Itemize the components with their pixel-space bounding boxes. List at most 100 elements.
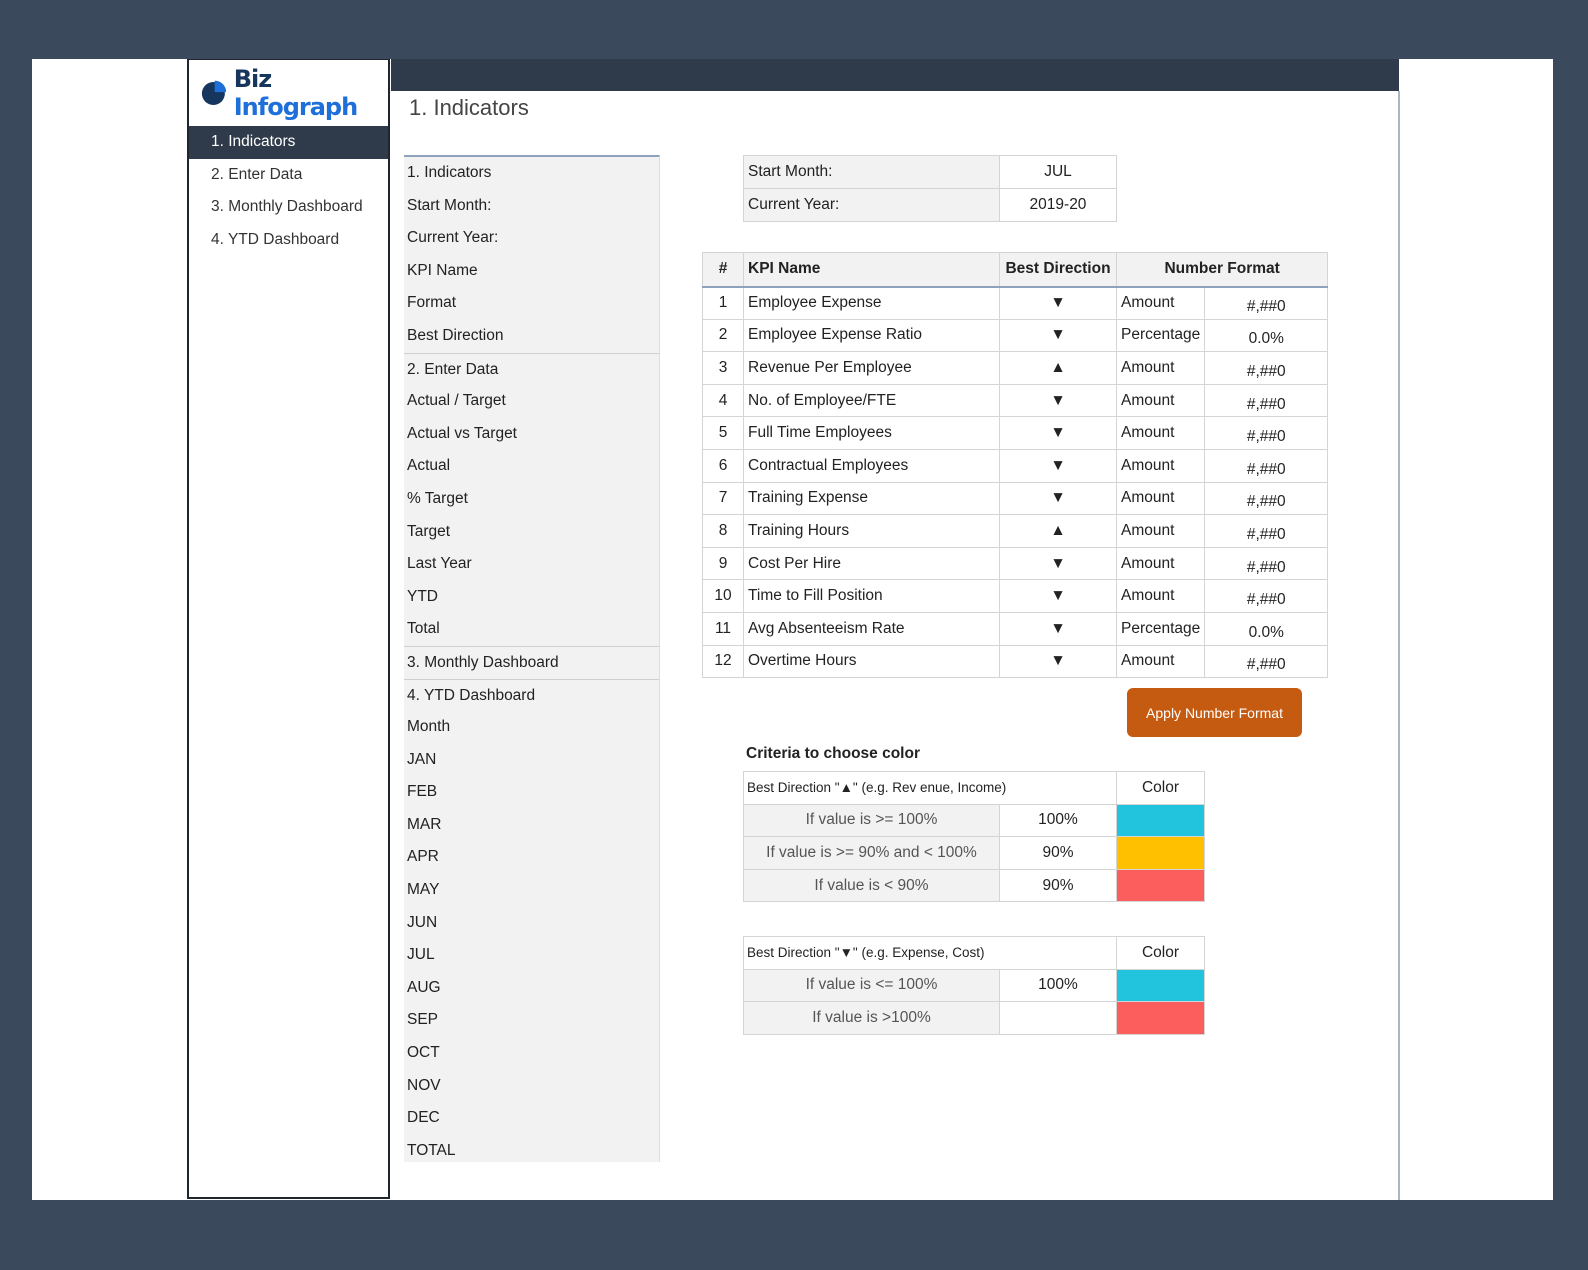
kpi-format-code: #,##0 — [1204, 448, 1329, 483]
sidebar: Biz Infograph 1. Indicators 2. Enter Dat… — [187, 59, 390, 1199]
kpi-direction[interactable]: ▼ — [999, 318, 1117, 353]
list-item: Last Year — [407, 555, 472, 573]
list-item: DEC — [407, 1109, 440, 1127]
criteria-up-table: Best Direction "▲" (e.g. Rev enue, Incom… — [743, 771, 1205, 903]
start-month-label: Start Month: — [743, 155, 1000, 189]
table-row: If value is >= 100% 100% — [743, 803, 1205, 838]
start-month-value[interactable]: JUL — [999, 155, 1117, 189]
kpi-format[interactable]: Amount — [1115, 579, 1206, 613]
kpi-format[interactable]: Amount — [1115, 514, 1206, 548]
kpi-num: 6 — [702, 448, 744, 483]
kpi-direction[interactable]: ▼ — [999, 383, 1117, 418]
list-item: 4. YTD Dashboard — [404, 678, 659, 712]
kpi-direction[interactable]: ▲ — [999, 351, 1117, 385]
list-item: NOV — [407, 1076, 441, 1094]
kpi-format-code: 0.0% — [1204, 611, 1329, 646]
criteria-value[interactable] — [999, 1001, 1117, 1035]
kpi-format[interactable]: Amount — [1115, 644, 1206, 679]
current-year-value[interactable]: 2019-20 — [999, 188, 1117, 222]
criteria-down-header: Best Direction "▼" (e.g. Expense, Cost) — [743, 936, 1117, 970]
nav-item-monthly-dashboard[interactable]: 3. Monthly Dashboard — [211, 198, 363, 215]
kpi-format[interactable]: Amount — [1115, 448, 1206, 483]
kpi-name[interactable]: Overtime Hours — [743, 644, 1000, 679]
nav-item-indicators[interactable]: 1. Indicators — [189, 126, 388, 159]
list-item: SEP — [407, 1011, 439, 1029]
list-item: Format — [407, 294, 457, 312]
kpi-name[interactable]: Revenue Per Employee — [743, 351, 1000, 385]
kpi-direction[interactable]: ▼ — [999, 416, 1117, 450]
color-swatch[interactable] — [1116, 1001, 1205, 1035]
kpi-table: # KPI Name Best Direction Number Format … — [702, 252, 1329, 679]
kpi-format[interactable]: Amount — [1115, 481, 1206, 516]
table-row: 10 Time to Fill Position ▼ Amount #,##0 — [702, 579, 1329, 613]
criteria-value[interactable]: 90% — [999, 836, 1117, 870]
kpi-direction[interactable]: ▼ — [999, 611, 1117, 646]
kpi-num: 4 — [702, 383, 744, 418]
kpi-num: 10 — [702, 579, 744, 613]
list-item: AUG — [407, 978, 441, 996]
kpi-format[interactable]: Amount — [1115, 546, 1206, 581]
criteria-title: Criteria to choose color — [746, 745, 920, 762]
kpi-name[interactable]: Contractual Employees — [743, 448, 1000, 483]
kpi-direction[interactable]: ▼ — [999, 644, 1117, 679]
kpi-direction[interactable]: ▼ — [999, 481, 1117, 516]
kpi-format[interactable]: Percentage — [1115, 318, 1206, 353]
kpi-format-code: 0.0% — [1204, 318, 1329, 353]
kpi-format[interactable]: Amount — [1115, 416, 1206, 450]
kpi-name[interactable]: Cost Per Hire — [743, 546, 1000, 581]
list-item: OCT — [407, 1044, 440, 1062]
kpi-num: 1 — [702, 286, 744, 320]
criteria-up-header: Best Direction "▲" (e.g. Rev enue, Incom… — [743, 771, 1117, 805]
criteria-value[interactable]: 90% — [999, 868, 1117, 903]
table-row: 4 No. of Employee/FTE ▼ Amount #,##0 — [702, 383, 1329, 418]
color-swatch[interactable] — [1116, 803, 1205, 838]
table-row: 6 Contractual Employees ▼ Amount #,##0 — [702, 448, 1329, 483]
list-item: Target — [407, 522, 451, 540]
kpi-format[interactable]: Percentage — [1115, 611, 1206, 646]
criteria-value[interactable]: 100% — [999, 803, 1117, 838]
kpi-name[interactable]: Avg Absenteeism Rate — [743, 611, 1000, 646]
color-swatch[interactable] — [1116, 868, 1205, 903]
apply-number-format-button[interactable]: Apply Number Format — [1127, 688, 1302, 737]
list-item: JUL — [407, 946, 435, 964]
table-row: If value is >= 90% and < 100% 90% — [743, 836, 1205, 870]
color-swatch[interactable] — [1116, 968, 1205, 1003]
kpi-name[interactable]: Time to Fill Position — [743, 579, 1000, 613]
list-item: JAN — [407, 750, 437, 768]
list-item: TOTAL — [407, 1141, 456, 1159]
kpi-name[interactable]: Full Time Employees — [743, 416, 1000, 450]
table-row: If value is < 90% 90% — [743, 868, 1205, 903]
kpi-name[interactable]: Training Expense — [743, 481, 1000, 516]
kpi-num: 11 — [702, 611, 744, 646]
nav-item-enter-data[interactable]: 2. Enter Data — [211, 165, 303, 183]
kpi-format-code: #,##0 — [1204, 644, 1329, 679]
kpi-num: 7 — [702, 481, 744, 516]
kpi-direction[interactable]: ▼ — [999, 286, 1117, 320]
col-header-best-direction: Best Direction — [999, 252, 1117, 288]
kpi-format[interactable]: Amount — [1115, 286, 1206, 320]
kpi-format-code: #,##0 — [1204, 481, 1329, 516]
nav-item-ytd-dashboard[interactable]: 4. YTD Dashboard — [211, 230, 340, 248]
kpi-name[interactable]: No. of Employee/FTE — [743, 383, 1000, 418]
kpi-name[interactable]: Employee Expense Ratio — [743, 318, 1000, 353]
kpi-num: 12 — [702, 644, 744, 679]
worksheet: Biz Infograph 1. Indicators 2. Enter Dat… — [32, 59, 1553, 1200]
list-item: MAR — [407, 815, 442, 833]
kpi-name[interactable]: Employee Expense — [743, 286, 1000, 320]
kpi-format[interactable]: Amount — [1115, 383, 1206, 418]
kpi-format[interactable]: Amount — [1115, 351, 1206, 385]
kpi-direction[interactable]: ▲ — [999, 514, 1117, 548]
color-swatch[interactable] — [1116, 836, 1205, 870]
kpi-direction[interactable]: ▼ — [999, 579, 1117, 613]
kpi-num: 9 — [702, 546, 744, 581]
kpi-direction[interactable]: ▼ — [999, 546, 1117, 581]
list-item: Actual vs Target — [407, 424, 517, 442]
color-header: Color — [1116, 936, 1205, 970]
kpi-format-code: #,##0 — [1204, 383, 1329, 418]
criteria-condition: If value is < 90% — [743, 868, 1000, 903]
kpi-name[interactable]: Training Hours — [743, 514, 1000, 548]
brand-name-part2: Infograph — [233, 93, 358, 121]
brand-logo[interactable]: Biz Infograph — [189, 60, 388, 126]
kpi-direction[interactable]: ▼ — [999, 448, 1117, 483]
criteria-value[interactable]: 100% — [999, 968, 1117, 1003]
